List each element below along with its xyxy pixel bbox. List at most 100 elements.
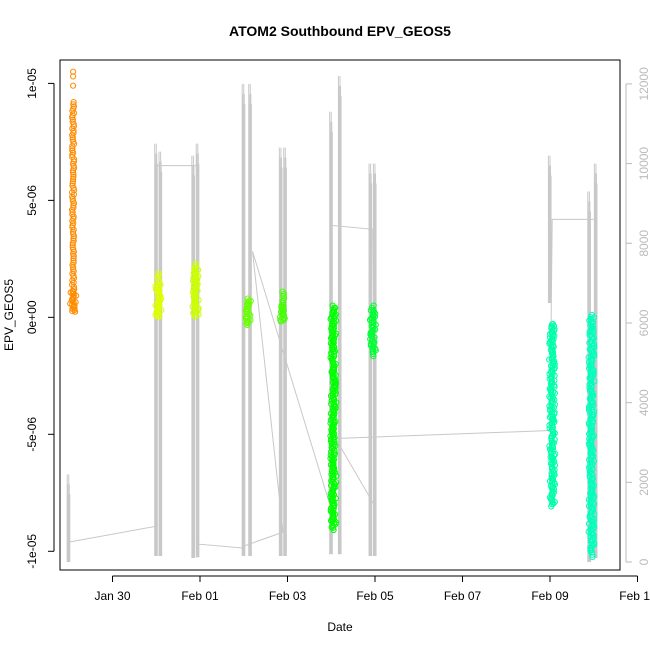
data-point [70,235,77,242]
data-point [70,264,77,271]
data-point [333,472,340,480]
data-point [68,297,76,304]
altitude-path [68,165,594,549]
data-point [156,313,163,320]
data-point [69,116,77,123]
data-point [590,327,597,334]
data-point [366,316,374,323]
data-point [70,82,77,89]
data-point [589,323,596,330]
data-point [589,485,596,492]
y-tick-label: -1e-05 [25,534,39,569]
data-point [549,441,556,448]
data-point [550,500,557,507]
data-point [551,430,558,437]
data-point [70,283,78,290]
data-point [70,202,77,209]
data-point [551,390,559,397]
data-point [152,302,159,309]
data-point [551,410,558,418]
y-axis-left: 1e-05 5e-06 0e+00 -5e-06 -1e-05 [25,68,55,569]
data-point [587,429,594,436]
data-point [69,134,76,141]
data-point [327,508,334,515]
data-point [69,180,76,187]
data-point [370,353,377,360]
data-point [585,520,593,527]
data-point [70,257,77,264]
data-point [328,468,335,475]
data-point [370,312,377,319]
data-point [546,446,554,453]
data-point [70,255,77,262]
data-point [69,195,76,202]
data-point [548,399,555,406]
x-tick-label: Feb 05 [356,589,394,603]
data-point [70,176,77,183]
data-point [155,269,162,276]
data-point [332,520,339,528]
plot-frame [59,59,621,571]
y-right-tick-label: 6000 [637,309,650,336]
data-point [589,551,596,558]
data-point [546,425,553,432]
data-point [586,442,593,449]
y-tick-label: 0e+00 [25,300,39,334]
y-tick-label: -5e-06 [25,417,39,452]
y-right-tick-label: 0 [637,558,650,565]
data-point [331,447,338,454]
data-point [67,289,74,296]
data-point [70,156,78,163]
data-point [70,171,77,178]
data-point [69,209,76,216]
data-point [192,268,199,275]
data-point [70,99,77,106]
data-point [244,318,251,325]
data-point [587,314,595,321]
data-point [372,347,379,354]
y-axis-label: EPV_GEOS5 [2,279,16,351]
data-point [551,498,558,506]
y-tick-label: 5e-06 [25,185,39,216]
data-point [329,429,336,436]
data-point [589,491,596,498]
data-point [547,495,554,502]
data-point [586,362,593,369]
data-point [330,412,337,419]
data-point [69,112,76,119]
data-point [587,547,594,555]
data-point [590,458,598,465]
data-point [69,178,77,185]
data-point [546,442,553,450]
x-axis-label: Date [327,620,353,634]
y-right-tick-label: 4000 [637,389,650,416]
data-point [546,422,553,429]
data-point [328,524,335,531]
data-point [551,401,559,408]
y-tick-label: 1e-05 [25,68,39,99]
data-point [242,307,249,314]
data-point [586,328,593,335]
data-point [153,286,160,293]
x-tick-label: Feb 07 [444,589,482,603]
data-point [70,73,77,80]
data-point [549,321,556,328]
data-point [589,553,596,561]
data-point [585,496,593,503]
data-point [195,297,202,304]
data-point [69,145,76,152]
y-axis-right: 0 2000 4000 6000 8000 10000 12000 [625,67,650,565]
data-point [546,393,553,400]
data-point [69,242,76,249]
data-point [189,303,196,310]
y-right-tick-label: 10000 [637,147,650,181]
data-point [70,173,77,180]
data-point [277,318,285,325]
data-point [152,311,159,319]
data-point [69,287,76,294]
data-point [546,340,553,347]
data-point [192,313,199,320]
data-point [552,450,559,458]
x-tick-label: Feb 03 [269,589,307,603]
data-point [367,307,374,314]
